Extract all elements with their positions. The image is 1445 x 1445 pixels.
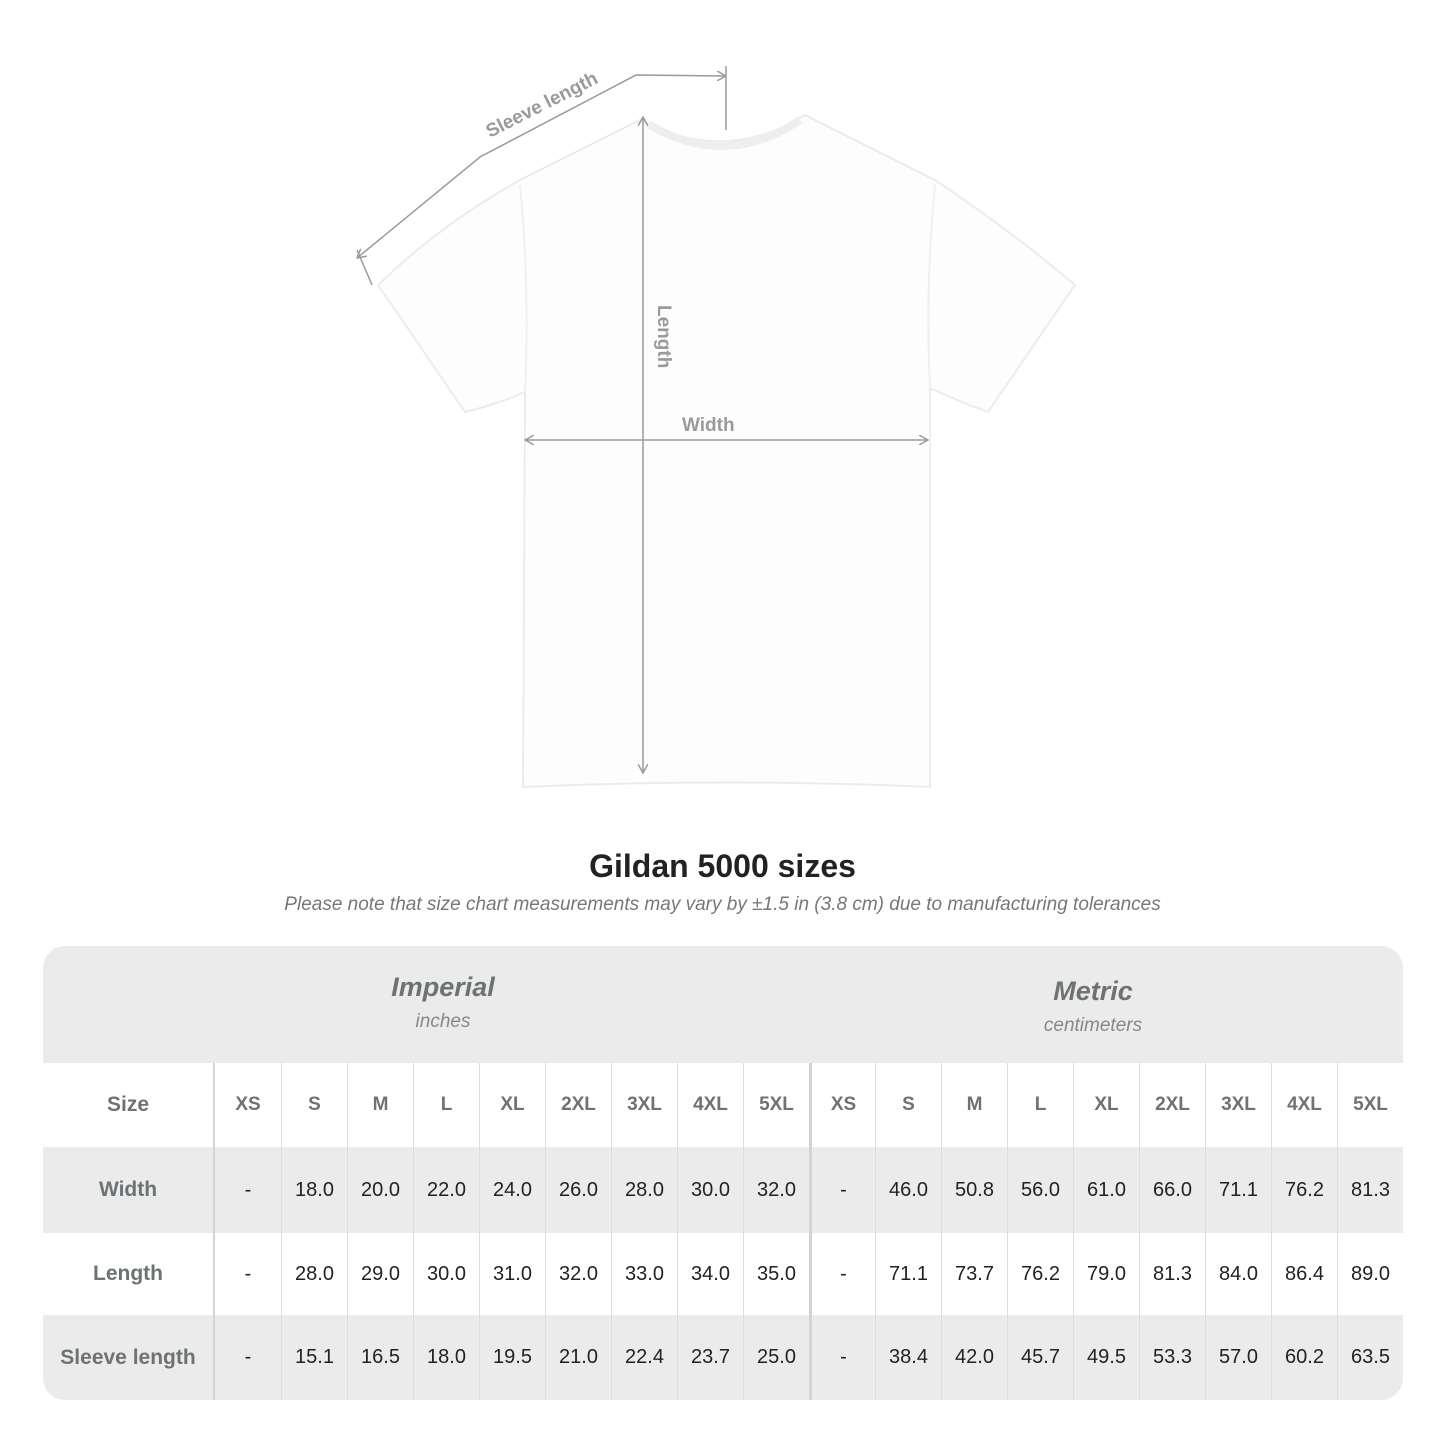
imperial-value: 18.0 [413,1315,479,1400]
size-metric-3xl: 3XL [1205,1063,1271,1147]
size-imperial-s: S [281,1063,347,1147]
system-header: Imperial inches Metric centimeters [43,946,1403,1063]
metric-value: 63.5 [1337,1315,1403,1400]
size-imperial-l: L [413,1063,479,1147]
imperial-value: 19.5 [479,1315,545,1400]
width-label: Width [682,415,735,436]
imperial-value: 15.1 [281,1315,347,1400]
size-imperial-xl: XL [479,1063,545,1147]
metric-value: 81.3 [1337,1147,1403,1233]
size-metric-l: L [1007,1063,1073,1147]
size-imperial-4xl: 4XL [677,1063,743,1147]
imperial-value: 26.0 [545,1147,611,1233]
imperial-value: 24.0 [479,1147,545,1233]
tshirt-shape [376,113,1077,789]
metric-value: 71.1 [875,1233,941,1315]
imperial-value: 29.0 [347,1233,413,1315]
imperial-value: 33.0 [611,1233,677,1315]
table-row: Sleeve length - 15.1 16.5 18.0 19.5 21.0 22.4 23… [43,1315,1403,1400]
metric-value: 81.3 [1139,1233,1205,1315]
metric-value: 57.0 [1205,1315,1271,1400]
row-label: Length [43,1233,215,1315]
metric-value: 73.7 [941,1233,1007,1315]
imperial-value: 22.4 [611,1315,677,1400]
imperial-value: 34.0 [677,1233,743,1315]
imperial-value: 32.0 [545,1233,611,1315]
sleeve-label: Sleeve length [483,68,602,142]
imperial-value: 23.7 [677,1315,743,1400]
imperial-value: 20.0 [347,1147,413,1233]
size-metric-m: M [941,1063,1007,1147]
metric-value: 45.7 [1007,1315,1073,1400]
imperial-value: - [244,1262,252,1285]
table-row: Width -18.0 20.0 22.0 24.0 26.0 28.0 30.0 32.0-4… [43,1147,1403,1233]
imperial-value: 28.0 [281,1233,347,1315]
metric-value: 61.0 [1073,1147,1139,1233]
metric-value: 66.0 [1139,1147,1205,1233]
metric-value: 84.0 [1205,1233,1271,1315]
page-title: Gildan 5000 sizes [589,848,856,884]
metric-value: 53.3 [1139,1315,1205,1400]
metric-value: 38.4 [875,1315,941,1400]
size-imperial-xs: XS [235,1094,261,1115]
imperial-value: 35.0 [743,1233,809,1315]
imperial-value: 25.0 [743,1315,809,1400]
size-header-row: Size XS S M L XL 2XL 3XL 4XL 5XL XS S M L XL 2XL 3XL 4XL 5… [43,1063,1403,1147]
size-metric-xs: XS [809,1063,875,1147]
imperial-value: 16.5 [347,1315,413,1400]
imperial-value: 22.0 [413,1147,479,1233]
size-metric-4xl: 4XL [1271,1063,1337,1147]
imperial-value: 31.0 [479,1233,545,1315]
table-row: Length -28.0 29.0 30.0 31.0 32.0 33.0 34.0 35.0-… [43,1233,1403,1315]
imperial-value: - [244,1346,252,1368]
imperial-value: 30.0 [413,1233,479,1315]
row-label: Sleeve length [43,1315,215,1400]
metric-value: - [809,1315,875,1400]
metric-value: 76.2 [1007,1233,1073,1315]
metric-value: - [809,1147,875,1233]
size-imperial-m: M [347,1063,413,1147]
metric-value: 49.5 [1073,1315,1139,1400]
metric-value: - [809,1233,875,1315]
size-table: Imperial inches Metric centimeters Size X… [43,946,1403,1400]
size-metric-s: S [875,1063,941,1147]
size-metric-xl: XL [1073,1063,1139,1147]
size-imperial-2xl: 2XL [545,1063,611,1147]
metric-value: 79.0 [1073,1233,1139,1315]
imperial-value: - [244,1178,252,1201]
imperial-value: 18.0 [281,1147,347,1233]
metric-value: 86.4 [1271,1233,1337,1315]
metric-value: 56.0 [1007,1147,1073,1233]
imperial-header: Imperial inches [391,972,495,1032]
metric-value: 89.0 [1337,1233,1403,1315]
size-label: Size [43,1063,215,1147]
size-imperial-3xl: 3XL [611,1063,677,1147]
imperial-value: 21.0 [545,1315,611,1400]
metric-value: 71.1 [1205,1147,1271,1233]
metric-value: 42.0 [941,1315,1007,1400]
size-metric-5xl: 5XL [1337,1063,1403,1147]
length-label: Length [653,305,674,368]
sleeve-measure-line [357,75,726,258]
metric-value: 60.2 [1271,1315,1337,1400]
imperial-value: 28.0 [611,1147,677,1233]
row-label: Width [43,1147,215,1233]
size-metric-2xl: 2XL [1139,1063,1205,1147]
tshirt-diagram: Sleeve length Length Width [0,66,1077,789]
metric-header: Metric centimeters [1043,976,1143,1036]
metric-value: 46.0 [875,1147,941,1233]
imperial-value: 32.0 [743,1147,809,1233]
metric-value: 50.8 [941,1147,1007,1233]
size-imperial-5xl: 5XL [743,1063,809,1147]
imperial-value: 30.0 [677,1147,743,1233]
metric-value: 76.2 [1271,1147,1337,1233]
tolerance-note: Please note that size chart measurements… [284,894,1161,915]
